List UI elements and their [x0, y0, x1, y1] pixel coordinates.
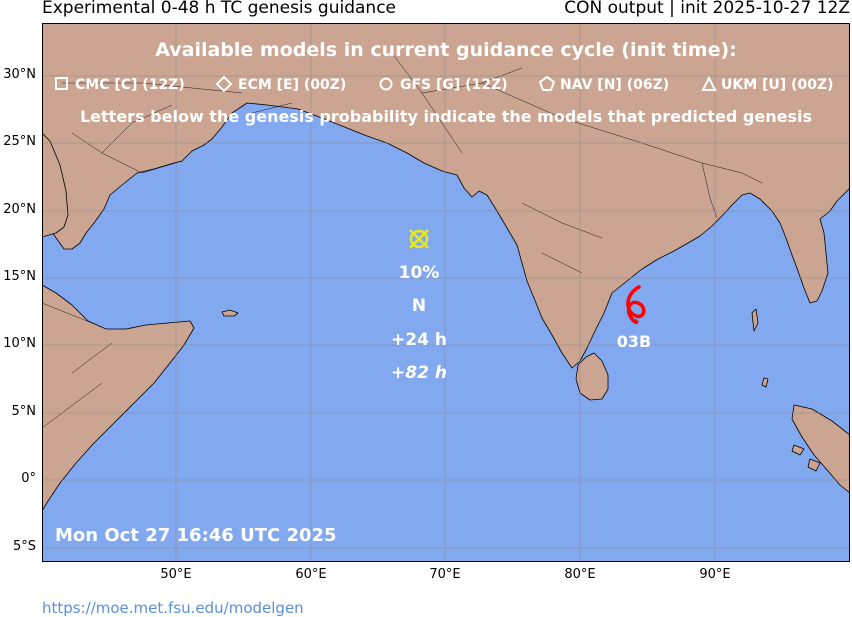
lat-label-30n: 30°N [3, 67, 36, 82]
legend-note: Letters below the genesis probability in… [80, 107, 812, 126]
timestamp: Mon Oct 27 16:46 UTC 2025 [55, 525, 337, 546]
source-link[interactable]: https://moe.met.fsu.edu/modelgen [42, 599, 304, 617]
pentagon-icon [538, 75, 556, 91]
legend-models [55, 75, 717, 93]
tropical-cyclone-icon[interactable] [626, 285, 646, 325]
legend-model-ecm: ECM [E] (00Z) [238, 77, 346, 93]
lon-label-80e: 80°E [564, 567, 596, 582]
legend-model-nav: NAV [N] (06Z) [560, 77, 669, 93]
lon-label-90e: 90°E [699, 567, 731, 582]
genesis-models: N [412, 296, 426, 316]
lat-label-10n: 10°N [3, 336, 36, 351]
lat-label-20n: 20°N [3, 202, 36, 217]
run-info: CON output | init 2025-10-27 12Z [564, 0, 850, 18]
lon-label-60e: 60°E [295, 567, 327, 582]
legend-model-gfs: GFS [G] (12Z) [400, 77, 508, 93]
legend-heading: Available models in current guidance cyc… [155, 39, 737, 61]
landmass [42, 23, 850, 512]
triangle-icon [701, 75, 717, 91]
genesis-probability: 10% [399, 263, 440, 283]
diamond-icon [215, 75, 233, 93]
lon-label-70e: 70°E [429, 567, 461, 582]
square-icon [55, 77, 68, 90]
lon-label-50e: 50°E [160, 567, 192, 582]
legend-model-cmc: CMC [C] (12Z) [75, 77, 185, 93]
lat-label-15n: 15°N [3, 269, 36, 284]
lat-label-5s: 5°S [12, 539, 36, 554]
lat-label-25n: 25°N [3, 134, 36, 149]
lat-label-0: 0° [21, 471, 36, 486]
map-panel[interactable]: Available models in current guidance cyc… [42, 23, 850, 562]
map-frame [42, 23, 850, 562]
storm-name: 03B [617, 332, 651, 351]
gridlines [42, 23, 850, 562]
genesis-lead-time-alt: +82 h [391, 363, 447, 383]
map-title: Experimental 0-48 h TC genesis guidance [42, 0, 396, 18]
genesis-lead-time: +24 h [391, 330, 447, 350]
circle-icon [379, 77, 393, 91]
lat-label-5n: 5°N [11, 404, 37, 419]
legend-model-ukm: UKM [U] (00Z) [721, 77, 834, 93]
genesis-marker-icon[interactable] [409, 229, 429, 249]
